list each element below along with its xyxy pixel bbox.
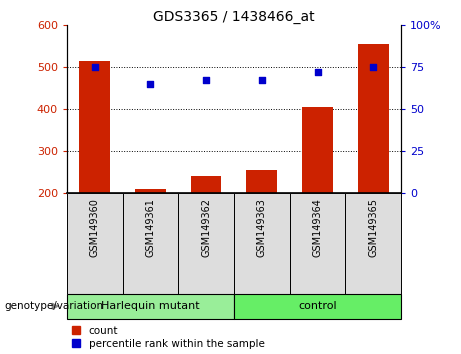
Bar	[302, 107, 333, 193]
Text: GSM149363: GSM149363	[257, 198, 267, 257]
Bar	[358, 44, 389, 193]
Bar	[135, 189, 165, 193]
Bar	[67, 294, 234, 319]
Bar	[234, 294, 401, 319]
Text: GSM149361: GSM149361	[145, 198, 155, 257]
Point	[314, 69, 321, 75]
Bar	[67, 193, 123, 294]
Point	[258, 78, 266, 83]
Text: control: control	[298, 301, 337, 311]
Legend: count, percentile rank within the sample: count, percentile rank within the sample	[72, 326, 265, 349]
Bar	[79, 61, 110, 193]
Text: genotype/variation: genotype/variation	[5, 301, 104, 311]
Text: GSM149362: GSM149362	[201, 198, 211, 257]
Bar	[178, 193, 234, 294]
Point	[147, 81, 154, 86]
Bar	[123, 193, 178, 294]
Bar	[247, 170, 277, 193]
Point	[91, 64, 98, 70]
Bar	[234, 193, 290, 294]
Text: GSM149360: GSM149360	[90, 198, 100, 257]
Text: Harlequin mutant: Harlequin mutant	[101, 301, 200, 311]
Bar	[191, 176, 221, 193]
Point	[202, 78, 210, 83]
Text: GSM149365: GSM149365	[368, 198, 378, 257]
Point	[370, 64, 377, 70]
Bar	[345, 193, 401, 294]
Text: GSM149364: GSM149364	[313, 198, 323, 257]
Title: GDS3365 / 1438466_at: GDS3365 / 1438466_at	[153, 10, 315, 24]
Bar	[290, 193, 345, 294]
